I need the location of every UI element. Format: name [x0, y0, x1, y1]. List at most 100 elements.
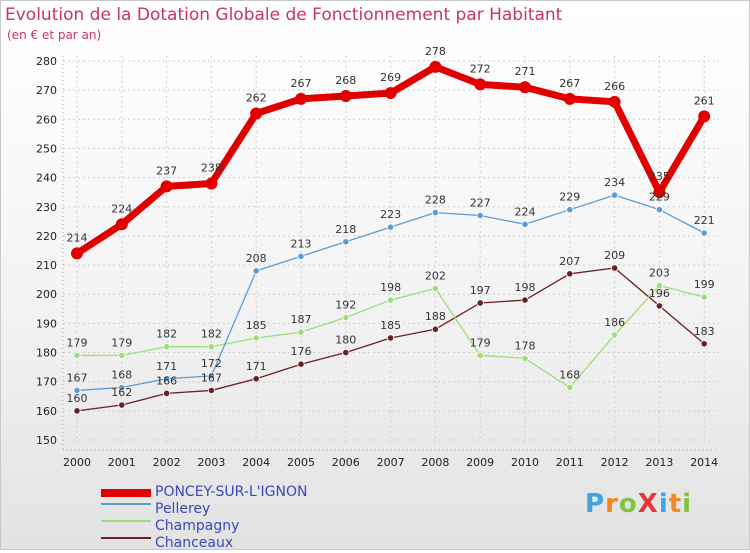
- chart-subtitle: (en € et par an): [7, 28, 102, 42]
- data-point-chanceaux: [163, 389, 171, 397]
- y-tick-label: 240: [36, 172, 57, 185]
- data-label-chanceaux: 196: [649, 287, 670, 300]
- data-point-champagny: [73, 351, 81, 360]
- data-point-poncey-sur-l-ignon: [429, 60, 442, 73]
- data-point-champagny: [386, 296, 395, 304]
- data-point-chanceaux: [386, 334, 395, 342]
- data-label-poncey-sur-l-ignon: 262: [246, 91, 267, 104]
- data-label-pellerey: 168: [111, 369, 132, 382]
- y-tick-label: 180: [36, 347, 57, 360]
- data-label-poncey-sur-l-ignon: 266: [604, 80, 625, 93]
- data-label-chanceaux: 160: [67, 392, 88, 405]
- data-point-poncey-sur-l-ignon: [474, 78, 487, 91]
- grid-lines: [63, 56, 719, 446]
- data-label-pellerey: 228: [425, 194, 446, 207]
- data-point-poncey-sur-l-ignon: [384, 87, 397, 100]
- x-tick-label: 2004: [242, 456, 270, 469]
- data-point-champagny: [431, 284, 439, 292]
- data-point-pellerey: [476, 211, 484, 220]
- data-label-champagny: 202: [425, 269, 446, 282]
- y-tick-label: 270: [36, 84, 57, 97]
- data-label-chanceaux: 207: [559, 255, 580, 268]
- x-tick-label: 2002: [153, 456, 181, 469]
- data-point-champagny: [700, 293, 708, 301]
- data-point-champagny: [118, 351, 126, 360]
- x-tick-label: 2013: [645, 456, 673, 469]
- data-point-pellerey: [610, 191, 619, 199]
- data-label-chanceaux: 198: [515, 281, 536, 294]
- data-label-pellerey: 224: [515, 205, 536, 218]
- y-tick-label: 260: [36, 113, 57, 126]
- data-label-champagny: 192: [335, 299, 356, 312]
- data-point-champagny: [476, 351, 484, 360]
- data-point-champagny: [566, 383, 574, 392]
- data-point-champagny: [207, 343, 215, 351]
- data-point-chanceaux: [655, 302, 664, 310]
- data-point-poncey-sur-l-ignon: [160, 180, 173, 193]
- data-label-chanceaux: 162: [111, 386, 132, 399]
- data-point-pellerey: [207, 372, 215, 380]
- data-label-champagny: 179: [470, 336, 491, 349]
- x-tick-label: 2009: [466, 456, 494, 469]
- data-label-champagny: 179: [111, 336, 132, 349]
- data-label-poncey-sur-l-ignon: 237: [156, 164, 177, 177]
- data-label-champagny: 185: [246, 319, 267, 332]
- legend-swatch-chanceaux: [101, 537, 151, 539]
- data-point-poncey-sur-l-ignon: [339, 89, 352, 102]
- data-label-pellerey: 234: [604, 176, 625, 189]
- y-tick-label: 220: [36, 230, 57, 243]
- axes: 150 160 170 180 190 200 210 220 230 240 250 260 270 2…: [36, 55, 719, 469]
- data-point-chanceaux: [73, 407, 81, 415]
- x-tick-label: 2012: [601, 456, 629, 469]
- data-label-chanceaux: 166: [156, 374, 177, 387]
- data-point-poncey-sur-l-ignon: [295, 92, 307, 105]
- data-point-champagny: [252, 334, 260, 342]
- proxiti-logo: ProXiti: [585, 489, 693, 519]
- legend-label-pellerey: Pellerey: [155, 501, 211, 517]
- data-point-pellerey: [655, 206, 664, 214]
- x-tick-label: 2010: [511, 456, 539, 469]
- legend-swatch-champagny: [101, 520, 151, 522]
- data-label-pellerey: 218: [335, 223, 356, 236]
- x-tick-label: 2011: [556, 456, 584, 469]
- y-tick-label: 200: [36, 288, 57, 301]
- line-chart: 150 160 170 180 190 200 210 220 230 240 250 260 270 2…: [36, 45, 719, 469]
- data-label-chanceaux: 197: [470, 284, 491, 297]
- data-point-chanceaux: [207, 386, 215, 395]
- data-point-poncey-sur-l-ignon: [519, 81, 531, 94]
- data-point-champagny: [297, 328, 305, 336]
- data-point-pellerey: [252, 267, 260, 275]
- data-point-champagny: [342, 313, 350, 322]
- series-group: [71, 60, 711, 415]
- x-tick-label: 2014: [690, 456, 718, 469]
- data-label-pellerey: 167: [67, 371, 88, 384]
- data-point-chanceaux: [476, 299, 484, 307]
- y-tick-label: 230: [36, 201, 57, 214]
- data-label-poncey-sur-l-ignon: 235: [649, 170, 670, 183]
- data-label-champagny: 182: [156, 328, 177, 341]
- x-tick-label: 2000: [63, 456, 91, 469]
- data-point-pellerey: [118, 383, 126, 392]
- data-label-poncey-sur-l-ignon: 267: [291, 77, 312, 90]
- data-point-pellerey: [700, 229, 708, 237]
- data-point-chanceaux: [431, 325, 439, 333]
- x-tick-label: 2007: [377, 456, 405, 469]
- data-point-poncey-sur-l-ignon: [698, 110, 711, 123]
- legend-swatch-pellerey: [101, 503, 151, 505]
- data-point-chanceaux: [118, 401, 126, 409]
- data-label-chanceaux: 171: [246, 360, 267, 373]
- data-point-poncey-sur-l-ignon: [205, 177, 218, 190]
- data-label-chanceaux: 176: [291, 345, 312, 358]
- data-label-poncey-sur-l-ignon: 267: [559, 77, 580, 90]
- data-point-pellerey: [386, 223, 395, 231]
- data-point-chanceaux: [342, 348, 350, 357]
- x-tick-label: 2006: [332, 456, 360, 469]
- data-point-champagny: [163, 343, 171, 351]
- data-label-chanceaux: 180: [335, 334, 356, 347]
- data-point-pellerey: [163, 375, 171, 383]
- data-point-chanceaux: [297, 360, 305, 368]
- data-labels: 160 162 166 167 171 176 180 185 188 197 198 207 209 1…: [67, 45, 715, 405]
- data-label-poncey-sur-l-ignon: 268: [335, 74, 356, 87]
- data-label-poncey-sur-l-ignon: 238: [201, 161, 222, 174]
